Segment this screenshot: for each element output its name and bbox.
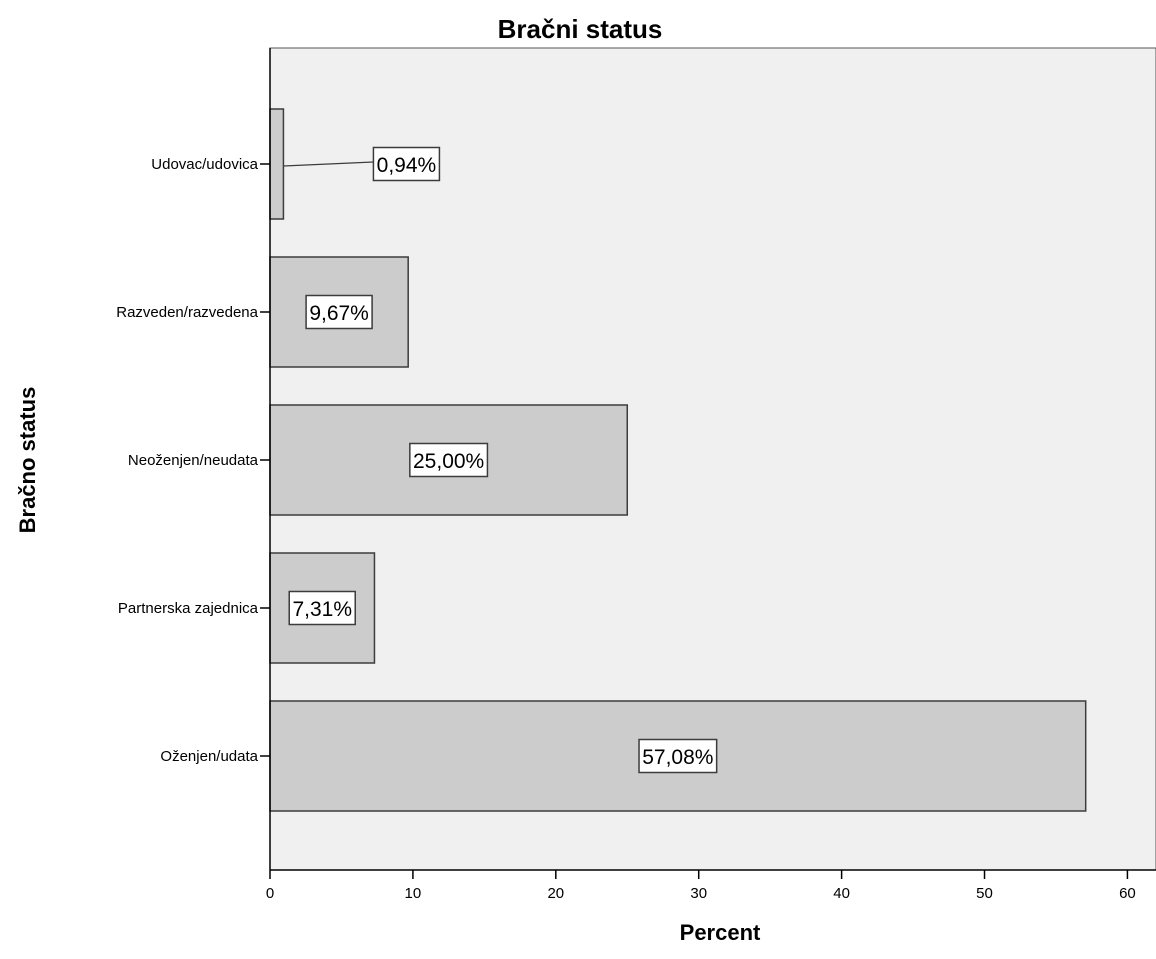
value-tick-label: 10 (405, 885, 422, 902)
value-axis-ticks: 0 10 20 30 40 50 60 (266, 869, 1156, 902)
category-label: Partnerska zajednica (118, 600, 259, 617)
data-label-box (305, 294, 373, 330)
category-axis-labels: Udovac/udovica Razveden/razvedena Neoženje… (116, 156, 270, 765)
category-label: Udovac/udovica (151, 156, 258, 173)
bars-group: 0,94% 9,67% 25,00% 7,31% 57,08% (269, 108, 1087, 812)
data-label: 57,08% (642, 746, 713, 769)
y-axis-title: Bračno status (15, 387, 40, 534)
data-label-box (372, 146, 441, 182)
data-label-box (638, 738, 718, 774)
value-tick-label: 60 (1119, 885, 1136, 902)
data-label-box (288, 590, 356, 626)
value-tick-label: 50 (976, 885, 993, 902)
data-label-leader (283, 161, 374, 167)
value-tick-label: 30 (690, 885, 707, 902)
chart-title: Bračni status (498, 14, 663, 44)
data-label: 9,67% (309, 302, 369, 325)
bar-0 (269, 108, 285, 220)
data-label: 7,31% (292, 598, 352, 621)
value-tick-label: 0 (266, 885, 274, 902)
x-axis-title: Percent (680, 920, 761, 945)
value-tick-label: 20 (547, 885, 564, 902)
category-label: Razveden/razvedena (116, 304, 258, 321)
value-tick-label: 40 (833, 885, 850, 902)
data-label: 25,00% (413, 450, 484, 473)
data-label: 0,94% (377, 154, 437, 177)
category-label: Oženjen/udata (160, 748, 258, 765)
category-label: Neoženjen/neudata (128, 452, 259, 469)
data-label-box (409, 442, 489, 478)
